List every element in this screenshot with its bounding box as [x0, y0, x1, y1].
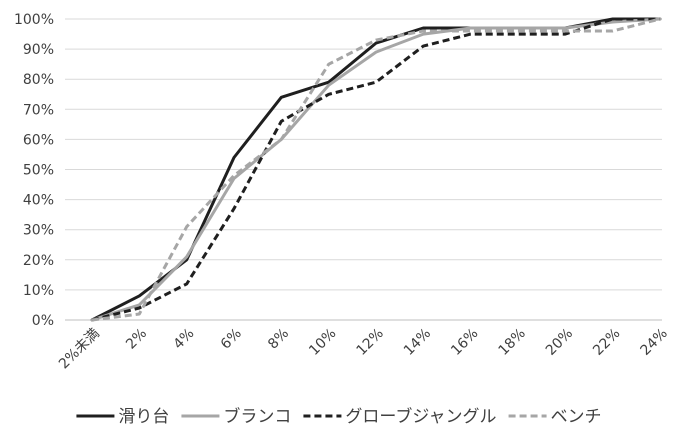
- y-tick-label: 20%: [23, 253, 54, 269]
- y-tick-label: 60%: [23, 132, 54, 148]
- x-tick-label: 2%未満: [56, 326, 103, 373]
- x-tick-label: 6%: [218, 326, 245, 353]
- x-tick-label: 18%: [496, 326, 529, 359]
- y-tick-label: 40%: [23, 193, 54, 209]
- x-tick-label: 4%: [170, 326, 197, 353]
- y-tick-label: 10%: [23, 283, 54, 299]
- y-tick-label: 0%: [32, 313, 54, 329]
- y-tick-label: 80%: [23, 72, 54, 88]
- legend-label: 滑り台: [118, 407, 169, 427]
- series-line-4: [91, 17, 661, 322]
- x-tick-label: 12%: [354, 326, 387, 359]
- legend-label: ブランコ: [223, 406, 291, 427]
- x-tick-label: 8%: [265, 326, 292, 353]
- legend-label: グローブジャングル: [345, 406, 496, 427]
- series-line-3: [91, 17, 660, 322]
- x-tick-label: 14%: [401, 326, 434, 359]
- x-tick-label: 10%: [306, 326, 339, 359]
- y-tick-label: 30%: [23, 223, 54, 239]
- series-line-2: [90, 17, 662, 322]
- x-tick-label: 20%: [543, 326, 576, 359]
- y-tick-label: 100%: [14, 12, 54, 28]
- x-tick-label: 22%: [590, 326, 623, 359]
- y-tick-label: 70%: [23, 102, 54, 118]
- y-tick-label: 90%: [23, 42, 54, 58]
- legend-label: ベンチ: [551, 407, 602, 427]
- x-tick-label: 2%: [123, 326, 150, 353]
- x-tick-label: 16%: [448, 326, 481, 359]
- x-tick-label: 24%: [638, 326, 671, 359]
- y-tick-label: 50%: [23, 163, 54, 179]
